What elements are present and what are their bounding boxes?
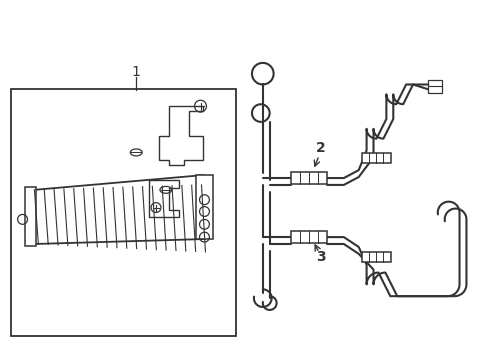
Text: 3: 3 [316, 250, 325, 264]
Bar [11, 89, 236, 336]
Text: 2: 2 [316, 141, 325, 156]
Bar [361, 252, 390, 262]
Bar [291, 172, 326, 184]
Text: 1: 1 [132, 65, 141, 79]
Bar [291, 231, 326, 243]
Bar [361, 153, 390, 163]
Bar [195, 175, 213, 239]
Bar [427, 80, 441, 93]
Bar [24, 187, 36, 246]
